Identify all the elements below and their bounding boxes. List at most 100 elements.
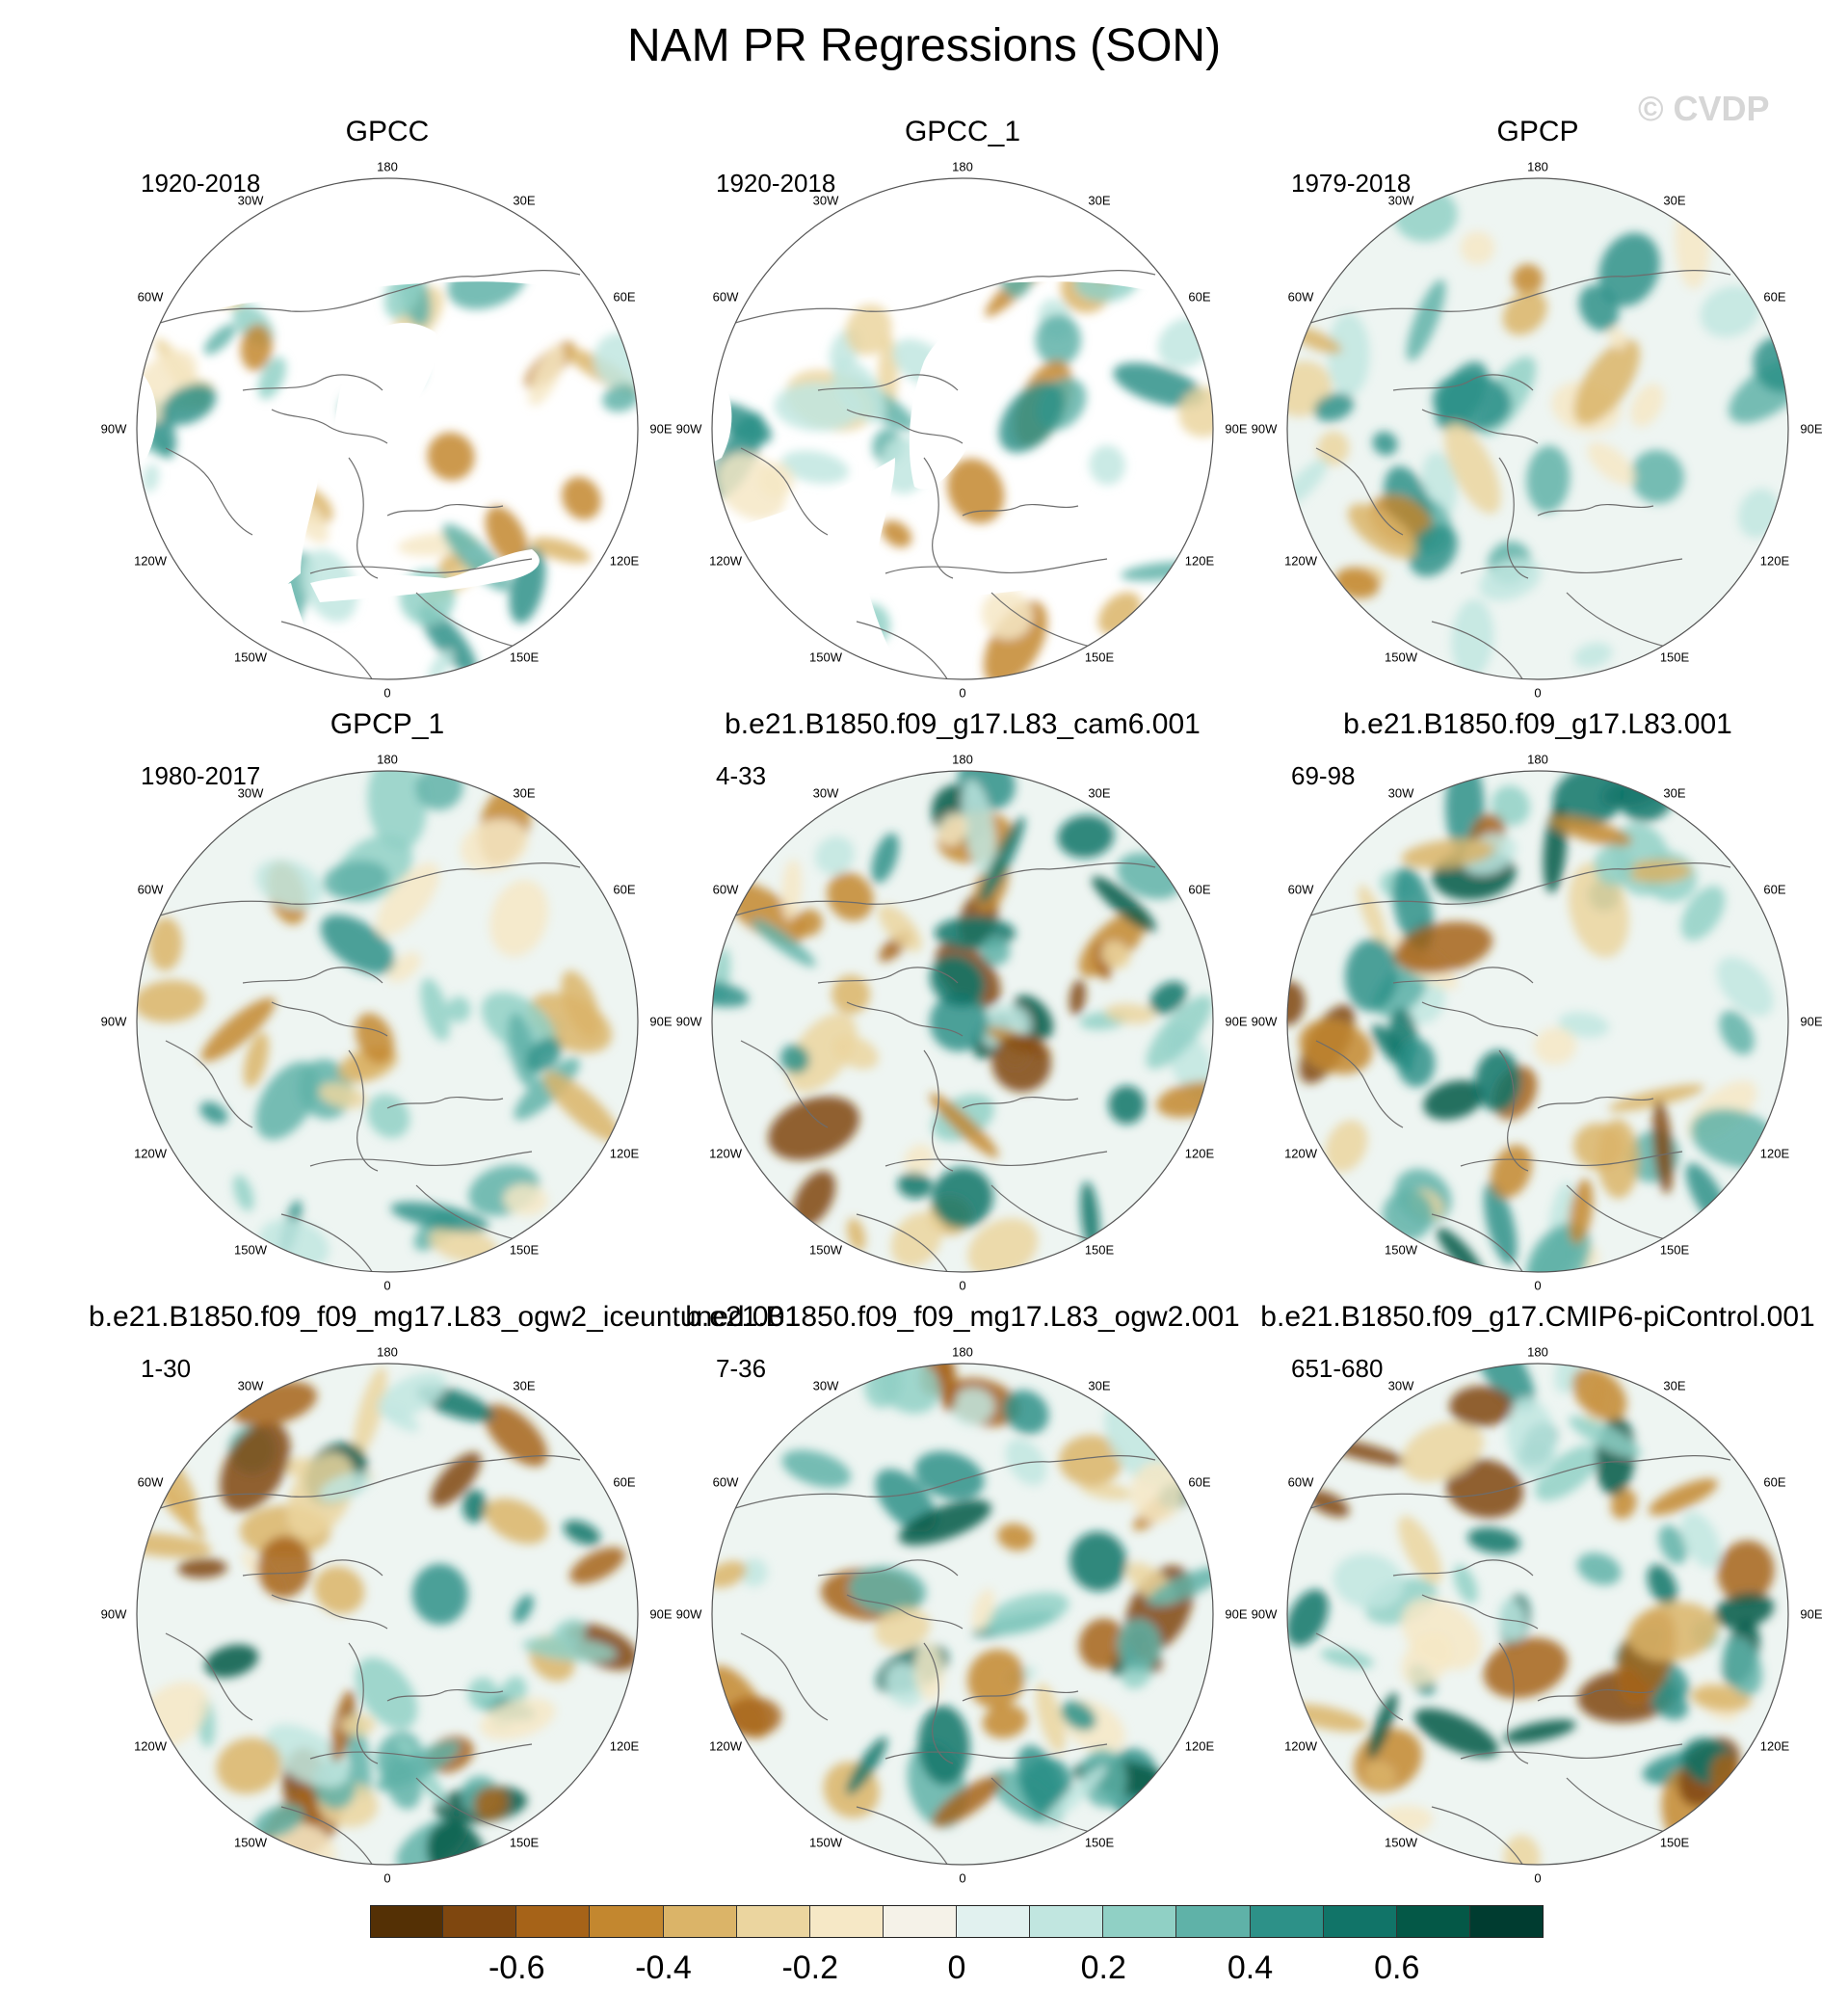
polar-map: 180 0 150W 120W 90W 60W 30W 150E 120E 90E 60E 30E [1252, 1345, 1823, 1886]
meridian-label: 120W [1284, 1146, 1318, 1161]
meridian-label: 150W [809, 650, 842, 665]
coastlines [712, 270, 1156, 679]
coastlines [137, 1455, 581, 1865]
meridian-label: 60W [1287, 882, 1314, 897]
meridian-label: 0 [1534, 685, 1542, 701]
precip-field [137, 771, 638, 1272]
meridian-label: 30E [513, 193, 536, 208]
meridian-label: 120E [609, 1738, 640, 1754]
meridian-label: 0 [959, 1870, 966, 1886]
meridian-label: 120W [709, 1146, 743, 1161]
meridian-label: 90E [649, 1606, 673, 1622]
meridian-label: 90W [1251, 1606, 1278, 1622]
meridian-label: 90W [1251, 421, 1278, 437]
colorbar-tick-label: -0.4 [635, 1949, 692, 1986]
meridian-label: 30E [1663, 1378, 1686, 1393]
colorbar-segment [516, 1905, 591, 1938]
meridian-label: 90W [100, 1606, 127, 1622]
panel-period: 69-98 [1291, 761, 1356, 790]
panel-title: GPCP_1 [330, 708, 445, 740]
meridian-label: 120E [1184, 553, 1215, 569]
meridian-label: 0 [383, 1870, 391, 1886]
precip-field [712, 771, 1213, 1272]
meridian-label: 30W [812, 785, 839, 801]
meridian-label: 180 [377, 752, 398, 767]
meridian-label: 150E [1084, 650, 1115, 665]
meridian-label: 150E [509, 650, 540, 665]
precip-field [137, 178, 638, 679]
colorbar-segment [1323, 1905, 1397, 1938]
colorbar [370, 1905, 1544, 1938]
colorbar-tick-label: 0.2 [1080, 1949, 1126, 1986]
colorbar-segment [957, 1905, 1031, 1938]
meridian-label: 150W [809, 1242, 842, 1258]
meridian-label: 90E [1225, 1606, 1248, 1622]
colorbar-tick-label: 0.4 [1227, 1949, 1274, 1986]
meridian-label: 120E [1184, 1146, 1215, 1161]
meridian-label: 180 [952, 159, 973, 174]
meridian-label: 60E [1763, 1474, 1786, 1490]
meridian-label: 90E [1225, 1014, 1248, 1029]
meridian-label: 0 [1534, 1870, 1542, 1886]
meridian-label: 150E [1084, 1242, 1115, 1258]
meridian-label: 120E [609, 1146, 640, 1161]
meridian-label: 60W [1287, 1474, 1314, 1490]
meridian-label: 150W [234, 1835, 267, 1850]
meridian-label: 180 [377, 159, 398, 174]
meridian-label: 30W [812, 193, 839, 208]
panel-period: 1-30 [141, 1354, 192, 1383]
meridian-label: 30E [1663, 193, 1686, 208]
meridian-label: 30E [1663, 785, 1686, 801]
meridian-label: 90W [675, 1014, 702, 1029]
polar-map: 180 0 150W 120W 90W 60W 30W 150E 120E 90E 60E 30E [101, 160, 673, 701]
panel-title: GPCC [345, 116, 430, 147]
meridian-label: 30E [1088, 785, 1111, 801]
panel-period: 1920-2018 [141, 169, 261, 198]
meridian-label: 120W [134, 1146, 168, 1161]
meridian-label: 30W [237, 193, 264, 208]
meridian-label: 30W [237, 785, 264, 801]
meridian-label: 180 [377, 1344, 398, 1360]
colorbar-tick-label: 0 [947, 1949, 966, 1986]
panel-period: 7-36 [716, 1354, 767, 1383]
colorbar-tick-label: -0.2 [781, 1949, 839, 1986]
meridian-label: 30W [1387, 193, 1414, 208]
meridian-label: 150W [234, 650, 267, 665]
meridian-label: 120W [1284, 553, 1318, 569]
precip-field [1287, 178, 1788, 679]
colorbar-segment [1396, 1905, 1470, 1938]
meridian-label: 150W [234, 1242, 267, 1258]
colorbar-segment [883, 1905, 957, 1938]
meridian-label: 30W [812, 1378, 839, 1393]
meridian-label: 120W [1284, 1738, 1318, 1754]
meridian-label: 180 [1527, 1344, 1548, 1360]
meridian-label: 60W [1287, 289, 1314, 305]
meridian-label: 30W [1387, 1378, 1414, 1393]
meridian-label: 60W [712, 289, 739, 305]
meridian-label: 180 [1527, 159, 1548, 174]
panel-title: b.e21.B1850.f09_f09_mg17.L83_ogw2_iceunt… [89, 1301, 801, 1333]
colorbar-segment [590, 1905, 664, 1938]
polar-map: 180 0 150W 120W 90W 60W 30W 150E 120E 90E 60E 30E [1252, 160, 1823, 701]
meridian-label: 150W [1385, 1835, 1417, 1850]
colorbar-segment [1469, 1905, 1544, 1938]
meridian-label: 90E [1225, 421, 1248, 437]
meridian-label: 90E [649, 1014, 673, 1029]
meridian-label: 120E [1759, 1738, 1790, 1754]
colorbar-frame [370, 1905, 1544, 1938]
colorbar-segment [1176, 1905, 1251, 1938]
meridian-label: 60E [1763, 882, 1786, 897]
panel-title: b.e21.B1850.f09_g17.L83_cam6.001 [725, 708, 1201, 740]
colorbar-segment [1030, 1905, 1104, 1938]
colorbar-tick-label: -0.6 [488, 1949, 545, 1986]
precip-field [1287, 771, 1788, 1272]
meridian-label: 30W [1387, 785, 1414, 801]
meridian-label: 60E [1763, 289, 1786, 305]
polar-map: 180 0 150W 120W 90W 60W 30W 150E 120E 90E 60E 30E [676, 753, 1248, 1293]
meridian-label: 90E [1800, 1606, 1823, 1622]
polar-map: 180 0 150W 120W 90W 60W 30W 150E 120E 90E 60E 30E [101, 1345, 673, 1886]
meridian-label: 120E [1759, 553, 1790, 569]
meridian-label: 90W [675, 421, 702, 437]
meridian-label: 90W [675, 1606, 702, 1622]
meridian-label: 90W [100, 1014, 127, 1029]
